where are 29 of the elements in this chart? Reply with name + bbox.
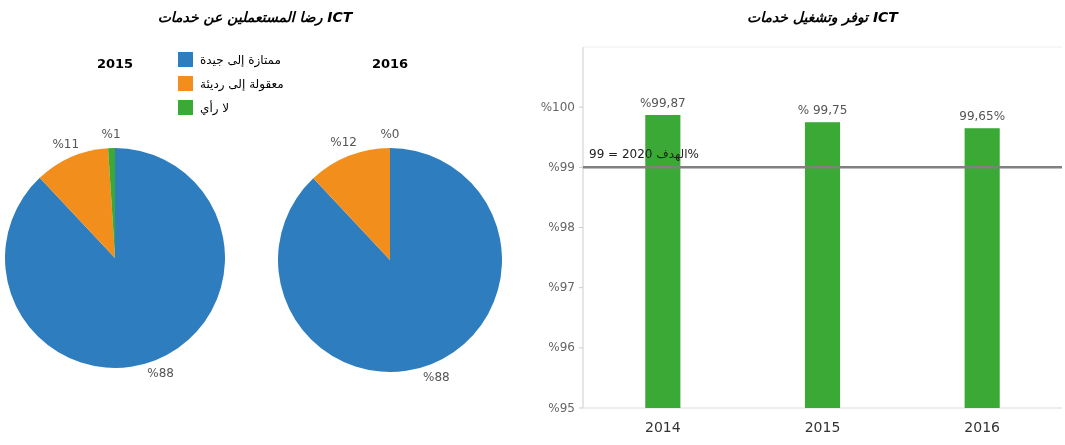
data-label: 99,65% [959,109,1006,124]
chart-title: رضا المستعملين عن خدمات ICT [157,9,354,26]
y-tick-label: %95 [548,400,575,415]
x-tick-label: 2016 [964,419,1001,435]
data-label: %88 [423,369,450,384]
pie-slice [39,148,115,258]
pie-slice [313,148,390,260]
chart-subtitle: 2016 [371,56,409,71]
x-tick-label: 2014 [645,419,681,435]
data-label: %11 [52,136,80,151]
pie-slice [5,148,225,368]
y-tick-label: %96 [548,340,575,355]
data-label: %1 [101,126,121,141]
data-label: %99,87 [639,95,686,110]
data-label: % 99,75 [797,103,848,118]
legend-label: معقولة إلى رديئة [200,76,284,92]
y-tick-label: %97 [548,280,575,295]
text: %0 [380,126,400,141]
pie-slice [278,148,502,372]
legend-label: لا رأي [200,99,230,116]
legend-label: ممتازة إلى جيدة [200,52,281,68]
y-tick-label: %100 [540,99,575,114]
y-tick-label: %98 [548,220,575,234]
x-tick-label: 2015 [804,419,841,435]
chart-title: توفر وتشغيل خدمات ICT [747,9,900,26]
data-label: %12 [330,135,357,150]
y-tick-label: %99 [548,159,575,174]
data-label: %88 [147,365,174,380]
chart-subtitle: 2015 [96,56,134,71]
